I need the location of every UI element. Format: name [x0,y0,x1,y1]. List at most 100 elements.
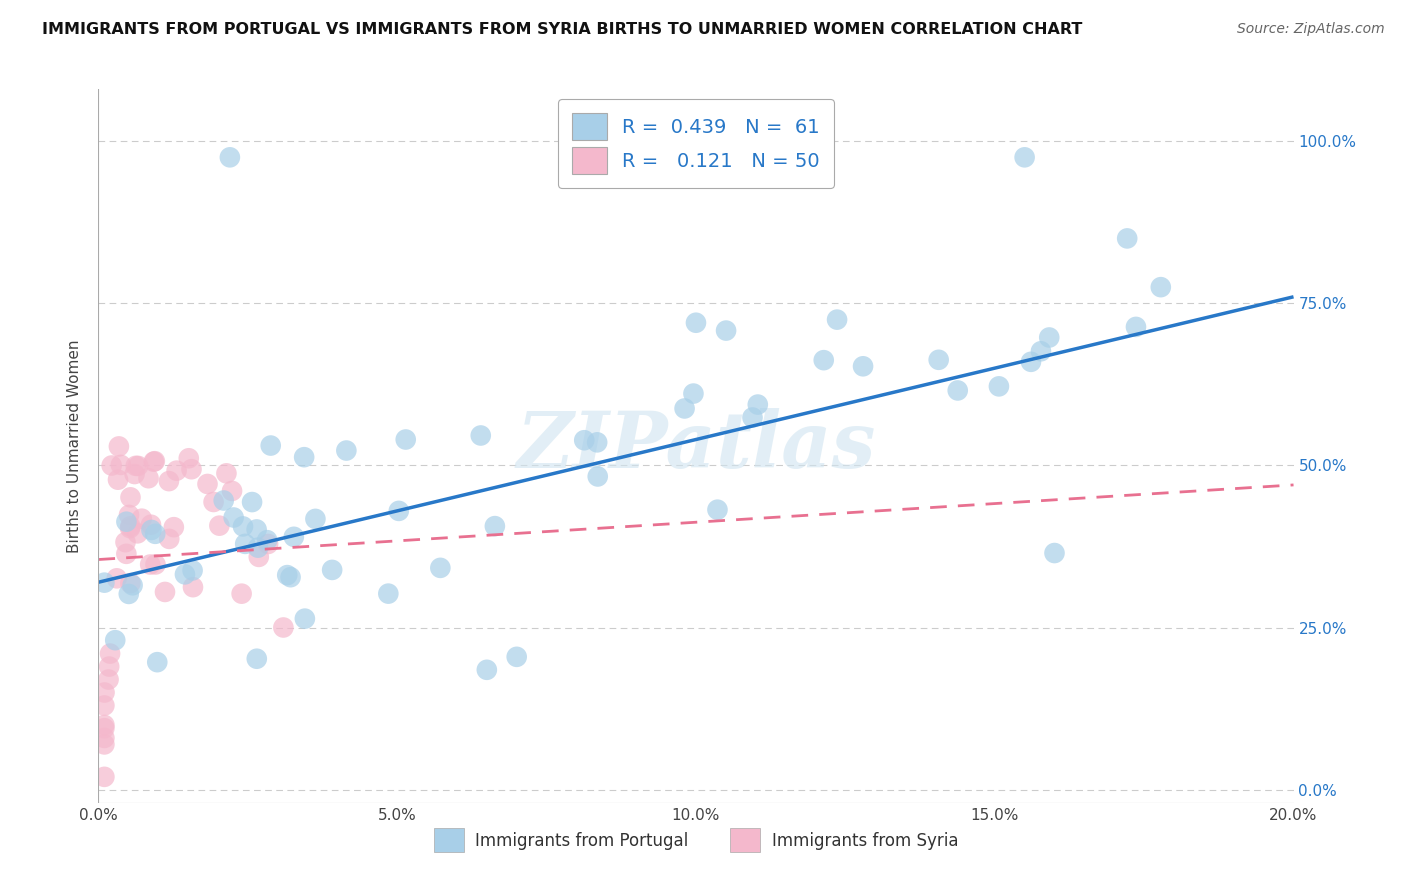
Point [121,578,143,592]
Point [110,458,132,472]
Point [143,526,166,541]
Point [429,561,451,575]
Point [741,410,763,425]
Point [714,324,737,338]
Point [377,587,399,601]
Point [586,469,609,483]
Point [673,401,696,416]
Point [208,518,231,533]
Point [125,458,148,473]
Point [120,491,142,505]
Point [93,721,115,735]
Point [108,439,131,453]
Point [247,549,270,564]
Point [1116,231,1139,245]
Point [181,563,204,577]
Point [335,443,357,458]
Point [138,471,160,485]
Point [484,519,506,533]
Text: IMMIGRANTS FROM PORTUGAL VS IMMIGRANTS FROM SYRIA BIRTHS TO UNMARRIED WOMEN CORR: IMMIGRANTS FROM PORTUGAL VS IMMIGRANTS F… [42,22,1083,37]
Point [813,353,835,368]
Point [120,521,142,535]
Point [120,576,142,591]
Point [202,495,225,509]
Point [118,508,141,522]
Point [145,558,167,572]
Point [115,515,138,529]
Point [98,659,121,673]
Point [321,563,343,577]
Point [747,398,769,412]
Point [93,770,115,784]
Point [131,511,153,525]
Point [104,633,127,648]
Point [304,512,326,526]
Point [1014,150,1036,164]
Point [163,520,186,534]
Point [221,483,243,498]
Point [280,570,302,584]
Point [273,620,295,634]
Point [987,379,1010,393]
Point [142,455,165,469]
Point [260,438,283,452]
Point [475,663,498,677]
Point [157,474,180,488]
Point [257,537,280,551]
Point [141,523,163,537]
Point [470,428,492,442]
Point [586,435,609,450]
Point [93,738,115,752]
Point [105,571,128,585]
Point [124,467,146,481]
Point [232,519,254,533]
Point [1019,355,1042,369]
Point [139,517,162,532]
Point [143,454,166,468]
Point [93,718,115,732]
Text: ZIPatlas: ZIPatlas [516,408,876,484]
Point [120,519,142,533]
Text: Source: ZipAtlas.com: Source: ZipAtlas.com [1237,22,1385,37]
Point [682,386,704,401]
Point [706,502,728,516]
Point [180,462,202,476]
Point [283,530,305,544]
Point [1029,344,1052,359]
Point [100,458,122,473]
Point [93,731,115,745]
Point [1125,319,1147,334]
Point [506,649,529,664]
Point [212,493,235,508]
Point [825,312,848,326]
Point [118,587,141,601]
Point [233,537,256,551]
Point [276,568,298,582]
Point [247,541,270,555]
Point [256,533,278,548]
Point [166,464,188,478]
Point [157,532,180,546]
Point [240,495,263,509]
Point [93,575,115,590]
Point [1150,280,1173,294]
Point [231,587,253,601]
Point [946,384,969,398]
Point [222,510,245,524]
Point [215,467,238,481]
Point [181,580,204,594]
Point [928,352,950,367]
Point [98,647,121,661]
Point [127,526,149,541]
Legend: Immigrants from Portugal, Immigrants from Syria: Immigrants from Portugal, Immigrants fro… [427,822,965,859]
Point [139,558,162,572]
Point [93,698,115,713]
Y-axis label: Births to Unmarried Women: Births to Unmarried Women [67,339,83,553]
Point [292,450,315,465]
Point [1043,546,1066,560]
Point [574,434,596,448]
Point [127,458,149,473]
Point [115,547,138,561]
Point [852,359,875,374]
Point [146,655,169,669]
